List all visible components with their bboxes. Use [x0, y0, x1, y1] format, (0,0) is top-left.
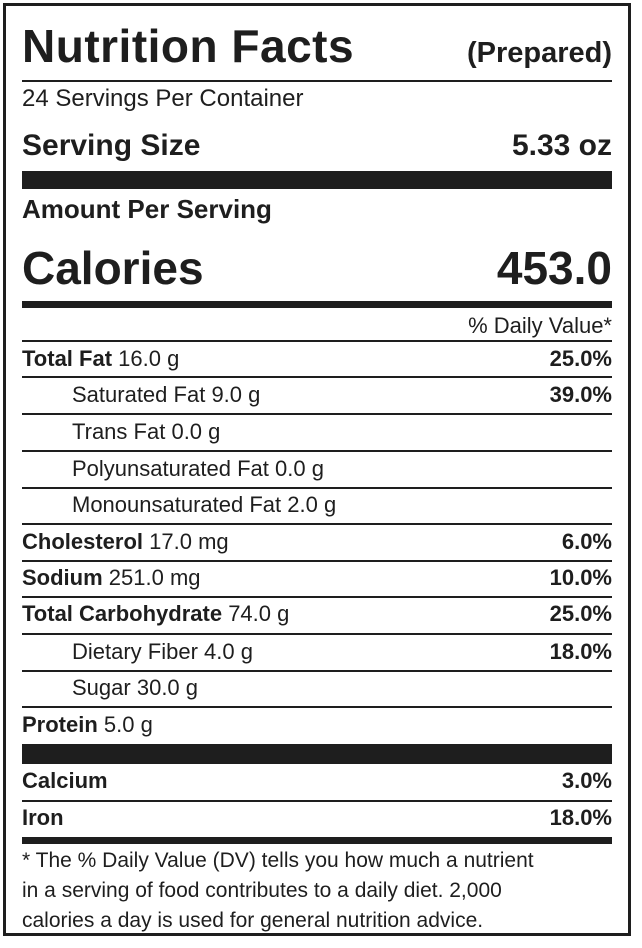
nutrient-name: Total Carbohydrate: [22, 601, 223, 626]
divider-thin: [22, 560, 612, 562]
mineral-row-calcium: Calcium 3.0%: [22, 763, 612, 799]
nutrient-name: Cholesterol: [22, 529, 144, 554]
nutrient-row-saturated-fat: Saturated Fat 9.0 g 39.0%: [22, 377, 612, 413]
nutrient-amount: 251.0 mg: [108, 565, 201, 590]
mineral-daily-value: 3.0%: [561, 768, 612, 793]
label-subtitle: (Prepared): [466, 37, 612, 69]
nutrient-row-sugar: Sugar 30.0 g: [22, 670, 612, 706]
nutrient-amount: 17.0 mg: [149, 529, 229, 554]
nutrient-amount: 0.0 g: [171, 419, 221, 444]
serving-size-label: Serving Size: [22, 129, 201, 162]
calories-row: Calories 453.0: [22, 238, 612, 298]
nutrient-amount: 4.0 g: [204, 639, 253, 664]
mineral-daily-value: 18.0%: [549, 805, 612, 830]
nutrient-row-trans-fat: Trans Fat 0.0 g: [22, 414, 612, 450]
nutrient-daily-value: 6.0%: [561, 529, 612, 554]
divider-thin: [22, 800, 612, 802]
divider-thin: [22, 706, 612, 708]
divider-thin: [22, 340, 612, 342]
divider-thick: [22, 171, 612, 189]
nutrient-amount: 5.0 g: [103, 712, 153, 737]
nutrient-amount: 74.0 g: [228, 601, 290, 626]
nutrient-row-total-carbohydrate: Total Carbohydrate 74.0 g 25.0%: [22, 596, 612, 632]
footnote: * The % Daily Value (DV) tells you how m…: [22, 846, 612, 936]
nutrition-label-content: Nutrition Facts (Prepared) 24 Servings P…: [22, 6, 612, 933]
nutrient-name: Polyunsaturated Fat: [72, 456, 269, 481]
title-row: Nutrition Facts (Prepared): [22, 20, 612, 72]
nutrient-name: Total Fat: [22, 346, 113, 371]
calories-label: Calories: [22, 242, 204, 294]
nutrient-row-polyunsaturated-fat: Polyunsaturated Fat 0.0 g: [22, 451, 612, 487]
divider-thin: [22, 523, 612, 525]
divider-thin: [22, 376, 612, 378]
nutrient-row-total-fat: Total Fat 16.0 g 25.0%: [22, 341, 612, 377]
divider-thin: [22, 450, 612, 452]
nutrient-name: Sugar: [72, 675, 131, 700]
mineral-name: Iron: [22, 805, 64, 830]
footnote-line: calories a day is used for general nutri…: [22, 909, 484, 932]
nutrient-row-dietary-fiber: Dietary Fiber 4.0 g 18.0%: [22, 634, 612, 670]
nutrient-row-cholesterol: Cholesterol 17.0 mg 6.0%: [22, 524, 612, 560]
divider-thin: [22, 633, 612, 635]
nutrient-name: Trans Fat: [72, 419, 166, 444]
nutrient-row-monounsaturated-fat: Monounsaturated Fat 2.0 g: [22, 487, 612, 523]
divider-medium: [22, 837, 612, 844]
mineral-name: Calcium: [22, 768, 108, 793]
nutrient-daily-value: 18.0%: [549, 639, 612, 664]
nutrient-row-sodium: Sodium 251.0 mg 10.0%: [22, 560, 612, 596]
divider-medium: [22, 301, 612, 308]
nutrient-daily-value: 25.0%: [549, 601, 612, 626]
nutrition-label: Nutrition Facts (Prepared) 24 Servings P…: [3, 3, 631, 936]
nutrient-name: Monounsaturated Fat: [72, 492, 282, 517]
servings-per-container: 24 Servings Per Container: [22, 85, 304, 112]
nutrient-name: Dietary Fiber: [72, 639, 198, 664]
footnote-line: in a serving of food contributes to a da…: [22, 879, 502, 902]
divider-thin: [22, 413, 612, 415]
nutrient-amount: 30.0 g: [136, 675, 199, 700]
divider-thick: [22, 744, 612, 764]
daily-value-header: % Daily Value*: [468, 313, 612, 338]
amount-per-serving: Amount Per Serving: [22, 194, 272, 224]
nutrient-amount: 0.0 g: [275, 456, 324, 481]
divider-thin: [22, 596, 612, 598]
nutrient-amount: 9.0 g: [211, 382, 261, 407]
mineral-row-iron: Iron 18.0%: [22, 800, 612, 836]
nutrient-name: Sodium: [22, 565, 103, 590]
nutrient-daily-value: 25.0%: [549, 346, 612, 371]
calories-value: 453.0: [496, 242, 612, 294]
divider-thin: [22, 670, 612, 672]
nutrient-amount: 2.0 g: [287, 492, 337, 517]
serving-size-row: Serving Size 5.33 oz: [22, 127, 612, 165]
label-title: Nutrition Facts: [22, 20, 355, 72]
nutrient-name: Saturated Fat: [72, 382, 206, 407]
nutrient-daily-value: 39.0%: [549, 382, 612, 407]
divider-thin: [22, 487, 612, 489]
footnote-line: * The % Daily Value (DV) tells you how m…: [22, 849, 534, 872]
nutrient-name: Protein: [22, 712, 98, 737]
divider-thin: [22, 80, 612, 82]
serving-size-value: 5.33 oz: [511, 129, 612, 162]
nutrient-row-protein: Protein 5.0 g: [22, 707, 612, 743]
nutrient-amount: 16.0 g: [118, 346, 180, 371]
nutrient-daily-value: 10.0%: [549, 565, 612, 590]
